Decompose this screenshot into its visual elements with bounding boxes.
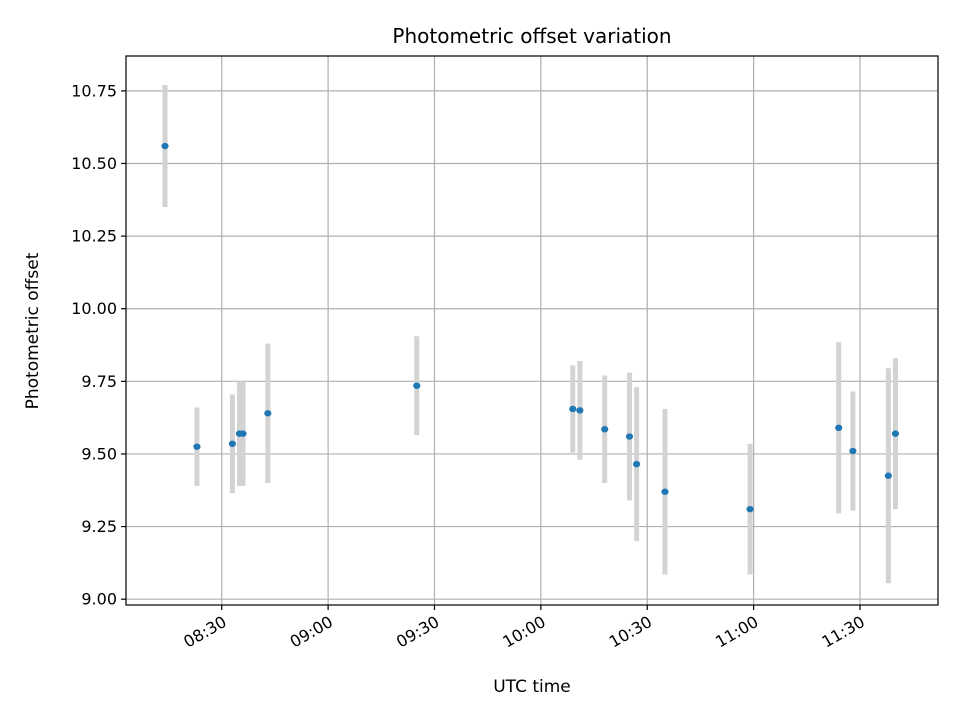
y-tick-label: 10.00 [71,299,117,318]
y-axis-ticks: 9.00 9.25 9.50 9.75 10.00 10.25 10.50 10.75 [71,81,126,609]
data-point [849,447,857,455]
plot-frame [125,55,939,606]
data-point [891,430,900,437]
data-point [884,472,892,479]
data-point [746,505,754,513]
grid [126,56,938,605]
y-tick-label: 9.75 [81,372,117,391]
y-tick-label: 9.25 [81,517,117,536]
y-tick-label: 10.50 [71,154,117,173]
data-point [239,430,247,437]
data-point [264,410,272,417]
y-tick-label: 9.00 [81,590,117,609]
chart-title: Photometric offset variation [392,24,671,48]
x-axis-label: UTC time [493,677,571,697]
data-points [161,142,900,513]
data-point [835,424,843,432]
data-point [625,433,634,440]
data-point [601,426,609,433]
data-point [228,440,236,447]
y-tick-label: 10.75 [71,81,117,100]
data-point [161,142,169,150]
y-tick-label: 10.25 [71,227,117,246]
data-point [413,382,421,389]
y-axis-label: Photometric offset [23,252,43,409]
data-point [193,443,201,450]
data-point [576,407,584,414]
data-point [569,405,577,413]
data-point [661,488,669,495]
data-point [633,460,641,468]
y-tick-label: 9.50 [81,444,117,463]
